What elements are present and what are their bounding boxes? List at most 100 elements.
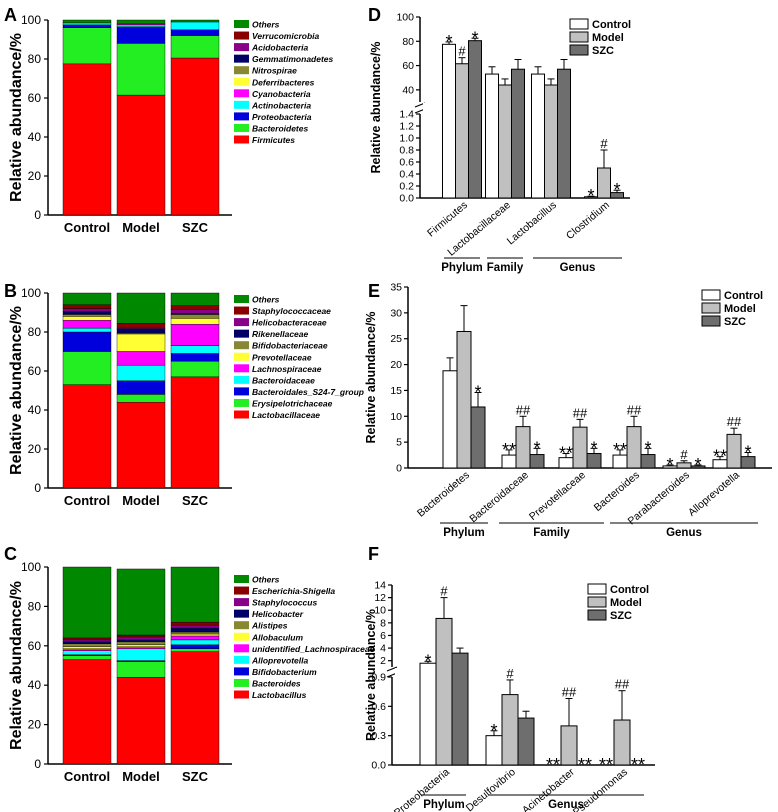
bar-clostridium-model (597, 167, 611, 199)
bar-segment-control-helicobacter (62, 641, 112, 645)
significance-mark-clostridium-model: # (600, 136, 608, 151)
bar-segment-model-others (116, 292, 166, 324)
bar-lactobacillaceae-szc (511, 68, 525, 199)
significance-mark-parabacteroides-control: * (666, 455, 673, 475)
legend-swatch-control (569, 18, 589, 30)
y-tick-label: 60 (28, 91, 42, 105)
bar-segment-control-others (62, 292, 112, 305)
bar-segment-model-bacteroidales-s24-7-group (116, 380, 166, 395)
significance-mark-bacteroides-szc: * (644, 438, 651, 458)
panel-letter-f: F (368, 544, 379, 564)
y-tick-label: 25 (390, 333, 402, 345)
significance-mark-prevotellaceae-szc: * (590, 438, 597, 458)
x-tick-label-bacteroidaceae: Bacteroidaceae (467, 469, 531, 525)
significance-mark-alloprevotella-model: ## (727, 414, 742, 429)
significance-mark-bacteroidaceae-szc: * (533, 438, 540, 458)
panel-a-stacked-chart: 0 20 40 60 80 100 Relative abundance/% Control M… (8, 13, 334, 235)
bar-segment-control-lachnospiraceae (62, 320, 112, 329)
y-tick-label: 60 (402, 60, 414, 72)
bar-segment-szc-alistipes (170, 631, 220, 635)
bar-segment-control-lactobacillaceae (62, 384, 112, 489)
bar-segment-model-actinobacteria (116, 24, 166, 28)
legend-swatch-staphylococcus (234, 598, 249, 607)
x-tick-label-control: Control (64, 769, 110, 784)
y-axis-title: Relative abundance/% (364, 312, 378, 444)
x-tick-label-control: Control (64, 220, 110, 235)
significance-mark-alloprevotella-control: ** (713, 447, 727, 467)
y-tick-label: 60 (28, 364, 42, 378)
legend-swatch-erysipelotrichaceae (234, 398, 249, 407)
bar-segment-control-unidentified-lachnospiraceae (62, 648, 112, 651)
legend-label-szc: SZC (724, 316, 746, 328)
bar-firmicutes-szc (468, 40, 482, 199)
significance-mark-parabacteroides-model: # (680, 447, 688, 462)
legend-label-bacteroidales-s24-7-group: Bacteroidales_S24-7_group (252, 387, 364, 397)
y-tick-label: 14 (374, 580, 386, 592)
bar-proteobacteria-model (435, 617, 453, 766)
legend-label-unidentified-lachnospiraceae: unidentified_Lachnospiraceae (252, 644, 375, 654)
y-tick-label: 0.8 (399, 145, 414, 157)
y-tick-label: 0.4 (399, 169, 414, 181)
group-label-phylum: Phylum (423, 799, 465, 811)
significance-mark-proteobacteria-control: * (424, 651, 431, 671)
legend-label-gemmatimonadetes: Gemmatimonadetes (252, 54, 334, 64)
y-tick-label: 100 (21, 13, 41, 27)
y-tick-label: 12 (374, 592, 386, 604)
significance-mark-acinetobacter-control: ** (546, 755, 560, 775)
legend-label-staphylococcus: Staphylococcus (252, 598, 317, 608)
y-tick-label: 60 (28, 639, 42, 653)
bar-segment-control-escherichia-shigella (62, 637, 112, 641)
significance-mark-bacteroides-model: ## (627, 402, 642, 417)
panel-letter-d: D (368, 5, 381, 25)
y-tick-label: 30 (390, 307, 402, 319)
bar-lactobacillus-control (531, 73, 545, 199)
legend-label-bacteroides: Bacteroides (252, 678, 301, 688)
y-tick-label: 0 (34, 481, 41, 495)
legend-label-bifidobacteriaceae: Bifidobacteriaceae (252, 341, 328, 351)
y-tick-label: 20 (28, 169, 42, 183)
y-tick-label: 0 (34, 208, 41, 222)
bar-segment-control-staphylococcaceae (62, 304, 112, 309)
bar-bacteroidaceae-model (515, 426, 531, 469)
legend-label-control: Control (724, 290, 763, 302)
bar-segment-control-lactobacillus (62, 659, 112, 765)
bar-segment-model-rikenellaceae (116, 328, 166, 334)
bar-lactobacillaceae-model (498, 84, 512, 199)
group-label-family: Family (487, 262, 524, 274)
legend-label-alloprevotella: Alloprevotella (251, 655, 308, 665)
y-tick-label: 100 (396, 12, 414, 24)
legend-swatch-prevotellaceae (234, 352, 249, 361)
bar-segment-szc-bacteroidales-s24-7-group (170, 353, 220, 362)
bar-segment-control-erysipelotrichaceae (62, 351, 112, 385)
bar-prevotellaceae-model (572, 426, 588, 469)
bar-segment-control-firmicutes (62, 63, 112, 216)
significance-mark-firmicutes-control: * (445, 32, 452, 52)
legend-label-proteobacteria: Proteobacteria (252, 112, 312, 122)
significance-mark-parabacteroides-szc: * (694, 455, 701, 475)
bar-segment-model-prevotellaceae (116, 333, 166, 352)
significance-mark-acinetobacter-model: ## (562, 685, 577, 700)
legend-label-acidobacteria: Acidobacteria (251, 43, 308, 53)
legend-swatch-firmicutes (234, 135, 249, 144)
y-tick-label: 80 (28, 325, 42, 339)
bar-segment-model-bacteroides (116, 661, 166, 678)
panel-c-stacked-chart: 0 20 40 60 80 100 Relative abundance/% Control M… (8, 560, 375, 784)
y-axis-title: Relative abundance/% (369, 42, 383, 174)
significance-mark-bacteroidaceae-model: ## (516, 402, 531, 417)
bar-segment-model-unidentified-lachnospiraceae (116, 646, 166, 649)
y-tick-label: 80 (28, 52, 42, 66)
y-tick-label: 35 (390, 282, 402, 294)
legend-swatch-gemmatimonadetes (234, 54, 249, 63)
x-tick-label-desulfovibrio: Desulfovibrio (464, 766, 518, 812)
bar-segment-model-escherichia-shigella (116, 634, 166, 638)
legend-swatch-others (234, 295, 249, 303)
bar-segment-szc-unidentified-lachnospiraceae (170, 635, 220, 641)
bar-bacteroidetes-control (442, 370, 458, 469)
legend-label-helicobacter: Helicobacter (252, 609, 304, 619)
bar-segment-szc-others (170, 19, 220, 23)
bar-bacteroidetes-szc (470, 406, 486, 469)
legend-label-model: Model (724, 303, 756, 315)
panel-letter-c: C (4, 544, 17, 564)
bar-acinetobacter-model (560, 725, 578, 766)
legend-swatch-bacteroidetes (234, 123, 249, 132)
